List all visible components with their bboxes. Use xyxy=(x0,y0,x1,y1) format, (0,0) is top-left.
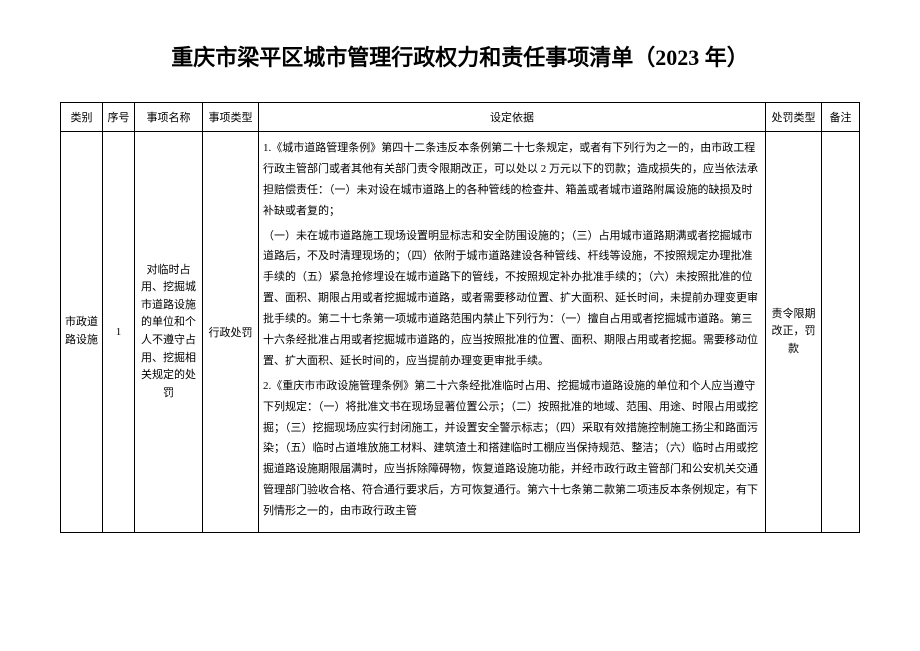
items-table: 类别 序号 事项名称 事项类型 设定依据 处罚类型 备注 市政道路设施 1 对临… xyxy=(60,102,860,533)
cell-basis: 1.《城市道路管理条例》第四十二条违反本条例第二十七条规定，或者有下列行为之一的… xyxy=(259,132,766,533)
table-header-row: 类别 序号 事项名称 事项类型 设定依据 处罚类型 备注 xyxy=(61,103,860,132)
header-category: 类别 xyxy=(61,103,103,132)
cell-category: 市政道路设施 xyxy=(61,132,103,533)
header-item-type: 事项类型 xyxy=(203,103,259,132)
page-title: 重庆市梁平区城市管理行政权力和责任事项清单（2023 年） xyxy=(60,40,860,72)
header-basis: 设定依据 xyxy=(259,103,766,132)
cell-remark xyxy=(822,132,860,533)
basis-paragraph-1: 1.《城市道路管理条例》第四十二条违反本条例第二十七条规定，或者有下列行为之一的… xyxy=(263,138,761,222)
basis-paragraph-3: 2.《重庆市市政设施管理条例》第二十六条经批准临时占用、挖掘城市道路设施的单位和… xyxy=(263,376,761,522)
cell-item-name: 对临时占用、挖掘城市道路设施的单位和个人不遵守占用、挖掘相关规定的处罚 xyxy=(135,132,203,533)
header-remark: 备注 xyxy=(822,103,860,132)
basis-paragraph-2: （一）未在城市道路施工现场设置明显标志和安全防围设施的；（三）占用城市道路期满或… xyxy=(263,226,761,372)
cell-item-type: 行政处罚 xyxy=(203,132,259,533)
table-row: 市政道路设施 1 对临时占用、挖掘城市道路设施的单位和个人不遵守占用、挖掘相关规… xyxy=(61,132,860,533)
header-penalty-type: 处罚类型 xyxy=(766,103,822,132)
cell-penalty-type: 责令限期改正，罚款 xyxy=(766,132,822,533)
header-item-name: 事项名称 xyxy=(135,103,203,132)
cell-seq: 1 xyxy=(103,132,135,533)
header-seq: 序号 xyxy=(103,103,135,132)
